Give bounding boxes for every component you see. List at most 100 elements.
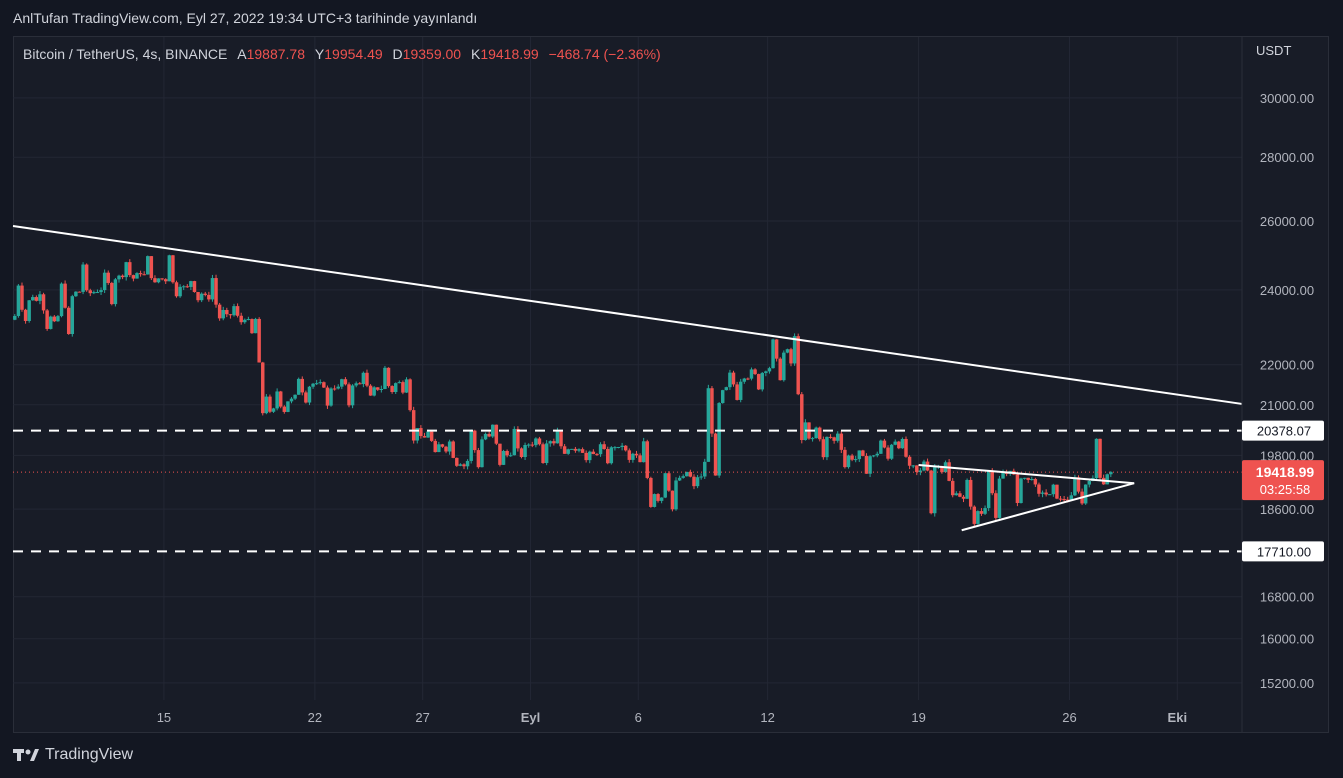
candle[interactable]	[749, 369, 754, 379]
candle[interactable]	[214, 278, 218, 305]
candle[interactable]	[462, 464, 466, 467]
candle[interactable]	[641, 441, 646, 463]
candle[interactable]	[508, 455, 513, 457]
candle[interactable]	[738, 381, 743, 400]
candle[interactable]	[469, 430, 473, 461]
symbol-title[interactable]: Bitcoin / TetherUS, 4s, BINANCE	[23, 46, 228, 62]
candle[interactable]	[620, 445, 624, 447]
price-level-label[interactable]	[1242, 420, 1324, 441]
candle[interactable]	[965, 479, 969, 499]
candle[interactable]	[760, 372, 764, 390]
candle[interactable]	[329, 388, 333, 406]
candle[interactable]	[138, 273, 143, 275]
candle[interactable]	[149, 256, 154, 279]
candle[interactable]	[95, 292, 100, 294]
candle[interactable]	[609, 447, 614, 464]
candle[interactable]	[753, 369, 757, 375]
candle[interactable]	[699, 476, 703, 478]
candle[interactable]	[832, 437, 836, 441]
candle[interactable]	[296, 378, 301, 395]
candle[interactable]	[261, 362, 265, 414]
candle[interactable]	[958, 493, 962, 497]
candle[interactable]	[674, 480, 678, 510]
candle[interactable]	[505, 450, 509, 456]
candle[interactable]	[1065, 499, 1070, 501]
candle[interactable]	[49, 316, 53, 329]
candle[interactable]	[196, 292, 200, 301]
candle[interactable]	[163, 279, 168, 282]
candle[interactable]	[343, 379, 348, 385]
candle[interactable]	[875, 453, 879, 456]
candle[interactable]	[494, 424, 499, 444]
candle[interactable]	[311, 383, 315, 387]
candle[interactable]	[1004, 472, 1009, 474]
candle[interactable]	[663, 473, 667, 498]
candle[interactable]	[390, 386, 394, 393]
candle[interactable]	[861, 450, 865, 456]
candle[interactable]	[972, 506, 977, 524]
candle[interactable]	[742, 378, 747, 382]
candle[interactable]	[110, 282, 114, 305]
candle[interactable]	[1087, 480, 1092, 485]
candle[interactable]	[225, 309, 229, 315]
candle[interactable]	[735, 384, 739, 400]
candle[interactable]	[1098, 438, 1102, 478]
candle[interactable]	[1019, 478, 1023, 503]
candle[interactable]	[393, 383, 398, 393]
candle[interactable]	[117, 275, 121, 280]
candle[interactable]	[74, 291, 78, 297]
candle[interactable]	[27, 300, 31, 321]
candle[interactable]	[555, 430, 560, 444]
candle[interactable]	[792, 336, 797, 364]
candle[interactable]	[782, 352, 786, 381]
candle[interactable]	[282, 406, 287, 412]
candle[interactable]	[1055, 484, 1059, 499]
candle[interactable]	[34, 297, 39, 301]
candle[interactable]	[541, 444, 545, 464]
candle[interactable]	[598, 444, 603, 455]
candle[interactable]	[476, 450, 481, 468]
candle[interactable]	[181, 286, 186, 288]
candle[interactable]	[627, 450, 632, 460]
candle[interactable]	[361, 372, 366, 384]
candle[interactable]	[192, 281, 197, 293]
candle[interactable]	[947, 462, 951, 481]
candle[interactable]	[516, 428, 520, 449]
candle[interactable]	[199, 293, 204, 301]
candle[interactable]	[566, 449, 570, 454]
candle[interactable]	[677, 477, 682, 481]
candle[interactable]	[1073, 477, 1077, 496]
candle[interactable]	[670, 490, 675, 510]
candle[interactable]	[915, 465, 919, 473]
candle[interactable]	[501, 450, 506, 465]
candle[interactable]	[440, 444, 445, 447]
candle[interactable]	[893, 441, 897, 445]
trendline[interactable]	[12, 224, 1243, 405]
candle[interactable]	[530, 444, 534, 446]
candle[interactable]	[293, 394, 297, 399]
candle[interactable]	[239, 315, 243, 323]
candle[interactable]	[465, 460, 470, 467]
candle[interactable]	[23, 309, 28, 321]
candle[interactable]	[128, 262, 132, 276]
candle[interactable]	[70, 296, 75, 335]
candle[interactable]	[843, 449, 847, 468]
candle[interactable]	[358, 383, 362, 385]
candle[interactable]	[401, 382, 405, 393]
candle[interactable]	[491, 424, 495, 437]
candle[interactable]	[850, 455, 854, 460]
candle[interactable]	[839, 433, 844, 450]
candle[interactable]	[526, 444, 531, 446]
candle[interactable]	[950, 480, 955, 496]
candle[interactable]	[437, 444, 441, 453]
candle[interactable]	[1058, 498, 1063, 500]
candle[interactable]	[940, 466, 944, 473]
candle[interactable]	[796, 336, 800, 395]
candle[interactable]	[271, 408, 276, 412]
candle[interactable]	[217, 304, 222, 319]
candle[interactable]	[185, 286, 190, 288]
candle[interactable]	[602, 444, 606, 450]
candle[interactable]	[685, 471, 689, 477]
candle[interactable]	[983, 508, 987, 514]
tradingview-brand[interactable]: TradingView	[13, 746, 133, 764]
